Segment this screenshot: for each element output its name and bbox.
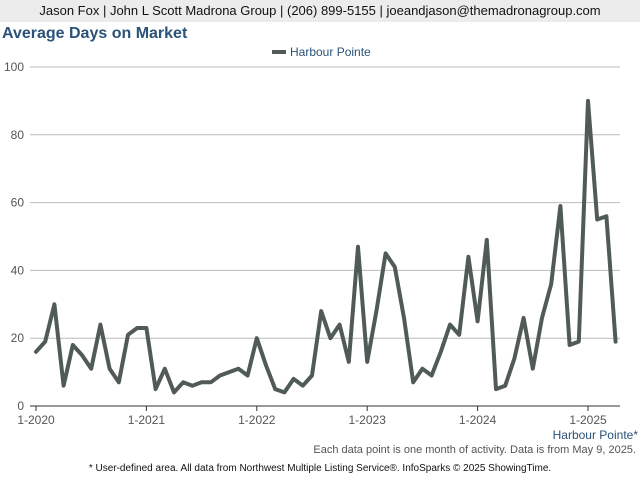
source-note: * User-defined area. All data from North… (88, 463, 552, 474)
series-line-harbour-pointe (34, 98, 618, 395)
x-tick-label: 1-2025 (569, 413, 607, 427)
x-tick-label: 1-2022 (238, 413, 276, 427)
x-tick-label: 1-2024 (459, 413, 497, 427)
x-tick-label: 1-2020 (17, 413, 55, 427)
agent-contact-header: Jason Fox | John L Scott Madrona Group |… (0, 0, 640, 22)
chart-legend: Harbour Pointe (272, 45, 371, 59)
area-label: Harbour Pointe* (552, 428, 638, 442)
y-tick-label: 20 (11, 331, 25, 345)
x-tick-label: 1-2021 (128, 413, 166, 427)
y-tick-label: 80 (11, 128, 25, 142)
chart-title: Average Days on Market (2, 25, 188, 42)
y-tick-label: 40 (11, 263, 25, 277)
data-note: Each data point is one month of activity… (313, 444, 636, 456)
legend-swatch (272, 49, 286, 54)
y-tick-label: 100 (4, 60, 24, 74)
y-tick-label: 60 (11, 196, 25, 210)
legend-label: Harbour Pointe (290, 45, 371, 59)
x-tick-label: 1-2023 (349, 413, 387, 427)
y-tick-label: 0 (17, 399, 24, 413)
